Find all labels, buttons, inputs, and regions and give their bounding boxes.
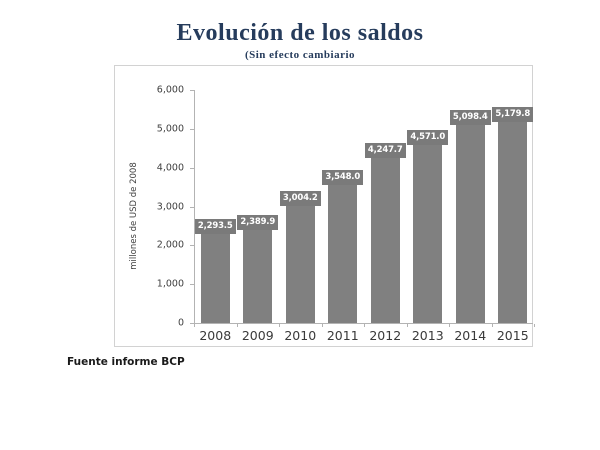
y-axis-title: millones de USD de 2008 xyxy=(129,162,139,270)
bar xyxy=(413,145,443,323)
bar xyxy=(243,230,273,323)
bar xyxy=(455,125,485,323)
y-tick-mark xyxy=(190,245,194,246)
x-tick-mark xyxy=(449,324,450,327)
y-tick-mark xyxy=(190,207,194,208)
bar-slot: 2,389.9 xyxy=(237,90,280,323)
bar-slot: 4,247.7 xyxy=(364,90,407,323)
y-tick-mark xyxy=(190,284,194,285)
bar-slot: 4,571.0 xyxy=(407,90,450,323)
y-tick-mark xyxy=(190,90,194,91)
bar-value-label: 5,179.8 xyxy=(492,107,534,122)
x-tick-mark xyxy=(321,324,323,327)
plot-area: 2,293.5 2,389.9 3,004.2 3,548.0 4,247.7 4,571… xyxy=(194,90,534,323)
chart-title: Evolución de los saldos xyxy=(176,20,424,46)
x-axis-label: 2015 xyxy=(496,328,529,343)
x-axis-label: 2013 xyxy=(411,328,444,343)
bar xyxy=(498,122,528,323)
bar-value-label: 2,293.5 xyxy=(194,219,236,234)
x-axis-label: 2010 xyxy=(284,328,317,343)
bar-value-label: 3,004.2 xyxy=(279,191,321,206)
y-axis-line xyxy=(194,90,195,323)
x-tick-mark xyxy=(364,324,365,327)
x-tick-mark xyxy=(194,324,195,327)
bar-value-label: 3,548.0 xyxy=(322,170,364,185)
y-tick-label: 4,000 xyxy=(156,162,184,174)
x-tick-mark xyxy=(534,324,535,327)
bar-series: 2,293.5 2,389.9 3,004.2 3,548.0 4,247.7 4,571… xyxy=(194,90,534,323)
y-tick-label: 0 xyxy=(177,317,184,329)
bar xyxy=(200,234,230,323)
x-axis-label: 2011 xyxy=(326,328,359,343)
x-axis-label: 2008 xyxy=(199,328,232,343)
bar xyxy=(285,206,315,323)
bar-value-label: 5,098.4 xyxy=(449,110,491,125)
x-tick-mark xyxy=(491,324,493,327)
bar-slot: 3,004.2 xyxy=(279,90,322,323)
y-tick-mark xyxy=(190,129,194,130)
y-tick-label: 3,000 xyxy=(156,201,184,213)
chart-subtitle: (Sin efecto cambiario xyxy=(244,49,356,61)
x-axis-label: 2012 xyxy=(369,328,402,343)
y-tick-mark xyxy=(190,168,194,169)
bar-slot: 2,293.5 xyxy=(194,90,237,323)
y-tick-label: 1,000 xyxy=(156,278,184,290)
bar xyxy=(328,185,358,323)
x-tick-mark xyxy=(236,324,238,327)
bar-slot: 5,098.4 xyxy=(449,90,492,323)
x-axis-label: 2009 xyxy=(241,328,274,343)
x-tick-mark xyxy=(406,324,408,327)
x-axis-labels: 2008 2009 2010 2011 2012 2013 2014 2015 xyxy=(194,328,534,343)
bar-value-label: 4,247.7 xyxy=(364,143,406,158)
x-axis-line xyxy=(194,323,533,324)
bar-value-label: 2,389.9 xyxy=(237,215,279,230)
y-tick-mark xyxy=(190,323,194,324)
bar xyxy=(370,158,400,323)
x-tick-mark xyxy=(279,324,280,327)
y-tick-label: 2,000 xyxy=(156,239,184,251)
bar-slot: 5,179.8 xyxy=(492,90,535,323)
y-tick-label: 5,000 xyxy=(156,123,184,135)
chart-frame: millones de USD de 2008 0 1,000 2,000 3,000… xyxy=(114,65,535,347)
y-tick-label: 6,000 xyxy=(156,84,184,96)
source-note: Fuente informe BCP xyxy=(67,356,185,368)
bar-value-label: 4,571.0 xyxy=(407,130,449,145)
bar-slot: 3,548.0 xyxy=(322,90,365,323)
x-axis-label: 2014 xyxy=(454,328,487,343)
